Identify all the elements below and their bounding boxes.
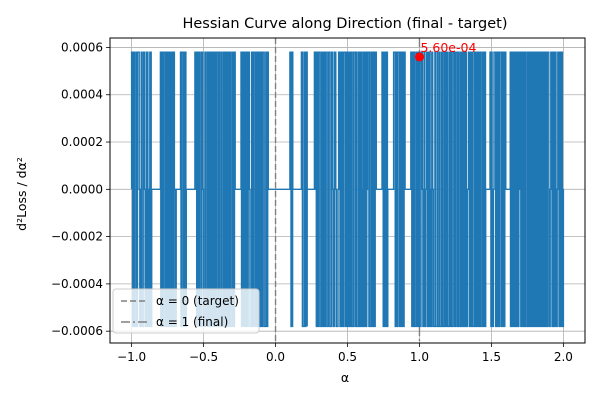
axis-ticks: −1.0 −0.5 0.0 0.5 1.0 1.5 2.0 −0.0006 −0.0004 −0.… xyxy=(51,40,573,364)
legend: α = 0 (target) α = 1 (final) xyxy=(112,288,260,334)
y-tick-label: 0.0004 xyxy=(61,88,103,102)
y-tick-label: 0.0006 xyxy=(61,40,103,54)
x-tick-label: 2.0 xyxy=(554,350,573,364)
y-axis-label: d²Loss / dα² xyxy=(14,157,29,231)
x-tick-label: −1.0 xyxy=(117,350,146,364)
legend-box xyxy=(112,288,260,334)
y-tick-label: 0.0002 xyxy=(61,135,103,149)
chart-title: Hessian Curve along Direction (final - t… xyxy=(182,16,507,32)
legend-entry-label: α = 1 (final) xyxy=(156,315,228,329)
x-tick-label: 0.0 xyxy=(266,350,285,364)
x-tick-label: −0.5 xyxy=(189,350,218,364)
x-axis-label: α xyxy=(341,370,349,385)
y-tick-label: −0.0002 xyxy=(51,230,103,244)
annotations: 5.60e-04 xyxy=(414,40,476,62)
highlight-point-label: 5.60e-04 xyxy=(420,40,476,55)
x-tick-label: 1.5 xyxy=(482,350,501,364)
highlight-point xyxy=(414,52,424,62)
reference-lines xyxy=(274,38,421,343)
legend-entry-label: α = 0 (target) xyxy=(156,294,239,308)
y-tick-label: 0.0000 xyxy=(61,182,103,196)
y-tick-label: −0.0004 xyxy=(51,277,103,291)
hessian-series-line xyxy=(130,51,565,328)
x-tick-label: 1.0 xyxy=(410,350,429,364)
x-tick-label: 0.5 xyxy=(338,350,357,364)
y-tick-label: −0.0006 xyxy=(51,324,103,338)
series-layer xyxy=(130,51,565,328)
